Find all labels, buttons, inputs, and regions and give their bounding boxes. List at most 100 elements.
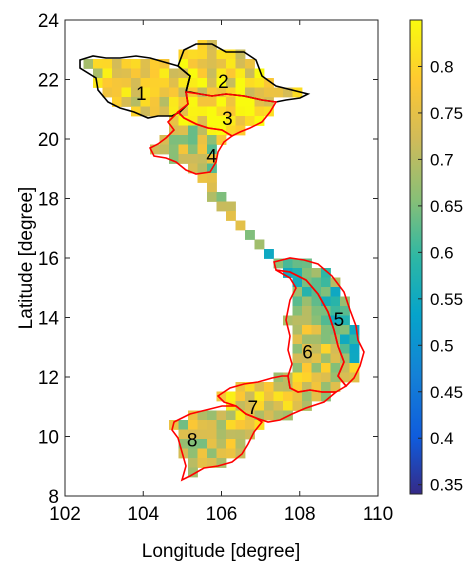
grid-cell: [112, 87, 122, 98]
grid-cell: [178, 448, 189, 459]
grid-cell: [207, 116, 217, 126]
grid-cell: [169, 106, 179, 117]
grid-cell: [245, 78, 255, 88]
grid-cell: [283, 401, 293, 411]
grid-cell: [245, 59, 255, 69]
grid-cell: [140, 59, 151, 69]
grid-cell: [292, 401, 303, 411]
grid-cell: [254, 410, 265, 421]
grid-cell: [292, 315, 303, 326]
grid-cell: [226, 211, 236, 221]
grid-cell: [302, 277, 312, 288]
y-tick-label: 12: [38, 368, 59, 389]
grid-cell: [207, 448, 217, 459]
grid-cell: [235, 439, 246, 449]
grid-cell: [226, 87, 236, 98]
grid-cell: [283, 87, 293, 98]
grid-cell: [178, 439, 189, 449]
grid-cell: [311, 325, 322, 335]
grid-cell: [226, 391, 236, 402]
grid-cell: [102, 87, 113, 98]
region-label-7: 7: [248, 398, 259, 419]
grid-cell: [226, 106, 236, 117]
colorbar-tick-label: 0.35: [430, 476, 463, 495]
grid-cell: [235, 78, 246, 88]
grid-cell: [216, 410, 227, 421]
grid-cell: [207, 439, 217, 449]
grid-cell: [207, 135, 217, 145]
grid-cell: [340, 372, 350, 383]
grid-cell: [292, 258, 303, 269]
grid-cell: [207, 87, 217, 98]
grid-cell: [245, 391, 255, 402]
grid-cell: [302, 334, 312, 345]
grid-cell: [292, 344, 303, 354]
grid-cell: [311, 268, 322, 278]
grid-cell: [150, 59, 160, 69]
x-tick-label: 108: [284, 504, 316, 525]
grid-cell: [112, 59, 122, 69]
grid-cell: [235, 401, 246, 411]
grid-cell: [207, 192, 217, 202]
grid-cell: [311, 277, 322, 288]
grid-cell: [207, 97, 217, 107]
grid-cell: [169, 144, 179, 155]
grid-cell: [292, 287, 303, 297]
grid-cell: [349, 334, 360, 345]
grid-cell: [150, 97, 160, 107]
grid-cell: [140, 106, 151, 117]
grid-cell: [178, 154, 189, 164]
grid-cell: [197, 106, 208, 117]
grid-cell: [207, 106, 217, 117]
grid-cell: [330, 363, 341, 373]
grid-cell: [188, 144, 198, 155]
grid-cells: [83, 40, 360, 478]
grid-cell: [302, 296, 312, 307]
grid-cell: [245, 106, 255, 117]
region-label-1: 1: [136, 84, 147, 105]
grid-cell: [264, 410, 274, 421]
grid-cell: [197, 173, 208, 183]
x-tick-label: 104: [127, 504, 159, 525]
grid-cell: [121, 97, 132, 107]
grid-cell: [188, 154, 198, 164]
grid-cell: [150, 68, 160, 79]
colorbar-tick-label: 0.65: [430, 197, 463, 216]
grid-cell: [254, 106, 265, 117]
grid-cell: [349, 344, 360, 354]
colorbar-tick-label: 0.75: [430, 104, 463, 123]
grid-cell: [197, 163, 208, 174]
grid-cell: [216, 439, 227, 449]
grid-cell: [235, 382, 246, 392]
grid-cell: [207, 59, 217, 69]
grid-cell: [216, 97, 227, 107]
grid-cell: [245, 97, 255, 107]
grid-cell: [178, 97, 189, 107]
grid-cell: [235, 420, 246, 430]
grid-cell: [169, 97, 179, 107]
grid-cell: [311, 315, 322, 326]
grid-cell: [188, 429, 198, 440]
grid-cell: [340, 296, 350, 307]
grid-cell: [330, 315, 341, 326]
grid-cell: [159, 78, 170, 88]
grid-cell: [321, 353, 331, 364]
grid-cell: [197, 429, 208, 440]
grid-cell: [321, 325, 331, 335]
grid-cell: [178, 135, 189, 145]
grid-cell: [254, 239, 265, 250]
grid-cell: [159, 59, 170, 69]
grid-cell: [178, 49, 189, 60]
grid-cell: [226, 448, 236, 459]
grid-cell: [159, 68, 170, 79]
grid-cell: [264, 391, 274, 402]
grid-cell: [197, 410, 208, 421]
grid-cell: [140, 78, 151, 88]
colorbar-tick-label: 0.7: [430, 150, 454, 169]
grid-cell: [178, 125, 189, 136]
grid-cell: [273, 401, 284, 411]
grid-cell: [197, 78, 208, 88]
grid-cell: [245, 116, 255, 126]
grid-cell: [302, 401, 312, 411]
